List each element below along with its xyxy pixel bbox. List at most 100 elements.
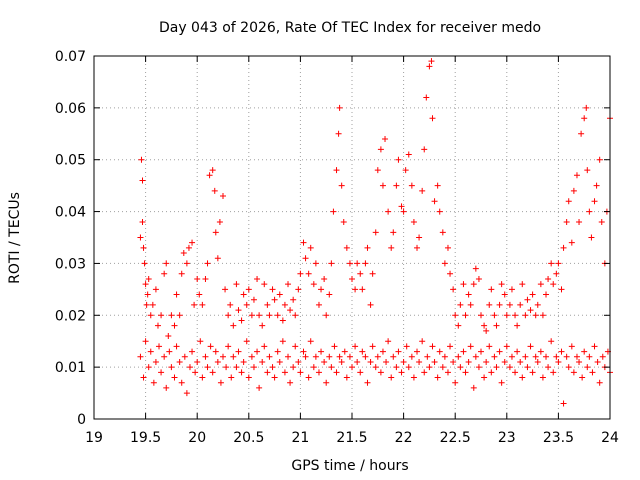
data-point xyxy=(343,374,350,381)
data-point xyxy=(176,358,183,365)
x-tick-label: 19 xyxy=(85,430,103,446)
data-point xyxy=(335,130,342,137)
data-point xyxy=(220,193,226,200)
data-point xyxy=(315,301,322,308)
data-point xyxy=(385,338,392,345)
data-point xyxy=(176,312,183,319)
data-point xyxy=(287,307,294,314)
data-point xyxy=(173,343,180,350)
data-point xyxy=(570,187,577,194)
data-point xyxy=(235,307,242,314)
data-point xyxy=(517,358,524,365)
data-point xyxy=(522,353,529,360)
data-point xyxy=(548,260,555,267)
data-point xyxy=(158,369,165,376)
data-point xyxy=(398,369,405,376)
data-point xyxy=(254,275,261,282)
data-point xyxy=(545,275,552,282)
data-point xyxy=(405,151,412,158)
data-point xyxy=(140,374,147,381)
data-point xyxy=(385,208,392,215)
data-point xyxy=(374,353,381,360)
data-point xyxy=(383,358,390,365)
data-point xyxy=(189,239,196,246)
data-point xyxy=(405,364,412,371)
data-point xyxy=(287,379,294,386)
data-point xyxy=(429,115,436,122)
data-point xyxy=(436,348,443,355)
data-point xyxy=(421,146,428,153)
data-point xyxy=(274,348,281,355)
data-point xyxy=(426,364,433,371)
y-tick-label: 0.04 xyxy=(55,205,86,221)
data-point xyxy=(139,177,146,184)
data-point xyxy=(330,208,337,215)
data-point xyxy=(388,374,395,381)
data-point xyxy=(400,208,407,215)
data-point xyxy=(488,286,495,293)
data-point xyxy=(168,364,175,371)
data-point xyxy=(354,358,361,365)
data-point xyxy=(517,301,524,308)
data-point xyxy=(194,275,201,282)
data-point xyxy=(501,291,508,298)
data-point xyxy=(467,343,474,350)
data-point xyxy=(357,270,364,277)
data-point xyxy=(501,358,508,365)
y-tick-label: 0.07 xyxy=(55,49,86,65)
data-point xyxy=(156,343,163,350)
data-point xyxy=(465,291,472,298)
data-point xyxy=(245,286,252,293)
data-point xyxy=(340,218,347,225)
data-point xyxy=(145,364,152,371)
data-point xyxy=(503,343,510,350)
data-point xyxy=(452,312,459,319)
data-point xyxy=(568,343,575,350)
data-point xyxy=(328,260,335,267)
data-point xyxy=(372,364,379,371)
data-point xyxy=(318,348,325,355)
data-point xyxy=(522,312,529,319)
data-point xyxy=(439,229,446,236)
data-point xyxy=(238,369,245,376)
y-tick-label: 0.06 xyxy=(55,101,86,117)
data-point xyxy=(163,384,170,391)
data-point xyxy=(217,379,224,386)
data-point xyxy=(543,353,550,360)
data-point xyxy=(245,374,252,381)
data-point xyxy=(276,291,283,298)
data-point xyxy=(369,270,376,277)
data-point xyxy=(581,348,588,355)
data-point xyxy=(503,312,510,319)
data-point xyxy=(271,374,278,381)
data-point xyxy=(367,301,374,308)
data-point xyxy=(578,130,585,137)
data-point xyxy=(424,353,431,360)
data-point xyxy=(168,312,175,319)
data-point xyxy=(338,182,345,189)
data-point xyxy=(596,156,603,163)
data-point xyxy=(178,270,185,277)
data-point xyxy=(142,338,149,345)
data-point xyxy=(165,333,172,340)
data-point xyxy=(423,94,430,101)
data-point xyxy=(439,364,446,371)
data-point xyxy=(565,198,572,205)
data-point xyxy=(512,369,519,376)
data-point xyxy=(506,364,513,371)
data-point xyxy=(225,343,232,350)
data-point xyxy=(364,244,371,251)
data-point xyxy=(152,286,159,293)
data-point xyxy=(534,301,541,308)
data-point xyxy=(584,364,591,371)
data-point xyxy=(462,312,469,319)
data-point xyxy=(191,301,198,308)
data-point xyxy=(455,322,462,329)
data-point xyxy=(408,353,415,360)
axis-ticks: 19 19.5 20 20.5 21 21.5 22 22.5 23 23.5 24 0 0.01 0.0… xyxy=(55,49,619,446)
data-point xyxy=(537,281,544,288)
x-axis-label: GPS time / hours xyxy=(291,458,408,474)
data-point xyxy=(202,275,209,282)
